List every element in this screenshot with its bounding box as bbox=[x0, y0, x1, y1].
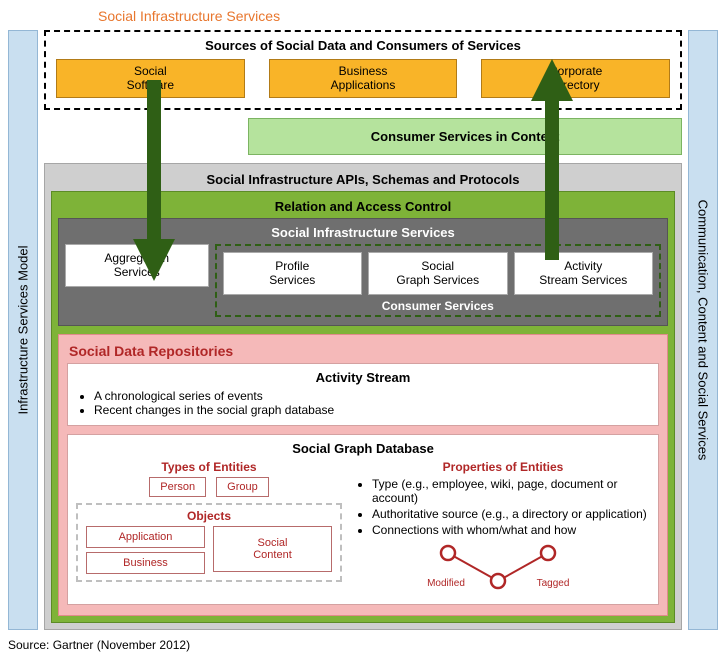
objects-grid: Application Business SocialContent bbox=[86, 526, 332, 574]
graph-label-tagged: Tagged bbox=[537, 578, 570, 589]
sgdb-title: Social Graph Database bbox=[76, 441, 650, 456]
activity-bullet: A chronological series of events bbox=[94, 389, 648, 403]
sgdb-row: Types of Entities Person Group Objects bbox=[76, 460, 650, 596]
center-column: Sources of Social Data and Consumers of … bbox=[44, 30, 682, 630]
sis-row: AggregationServices ProfileServices Soci… bbox=[65, 244, 661, 317]
connection-graph-icon: Modified Tagged bbox=[418, 541, 588, 596]
profile-services: ProfileServices bbox=[223, 252, 363, 295]
object-application: Application bbox=[86, 526, 205, 548]
activity-stream-title: Activity Stream bbox=[78, 370, 648, 385]
activity-bullet: Recent changes in the social graph datab… bbox=[94, 403, 648, 417]
sources-title: Sources of Social Data and Consumers of … bbox=[56, 38, 670, 53]
objects-col-left: Application Business bbox=[86, 526, 205, 574]
apis-box: Social Infrastructure APIs, Schemas and … bbox=[44, 163, 682, 630]
property-item: Authoritative source (e.g., a directory … bbox=[372, 507, 650, 521]
object-business: Business bbox=[86, 552, 205, 574]
consumer-services-caption: Consumer Services bbox=[223, 299, 654, 313]
graph-label-modified: Modified bbox=[427, 578, 465, 589]
apis-title: Social Infrastructure APIs, Schemas and … bbox=[51, 170, 675, 191]
footer-source: Source: Gartner (November 2012) bbox=[8, 638, 718, 652]
properties-list: Type (e.g., employee, wiki, page, docume… bbox=[372, 477, 650, 537]
object-social-content: SocialContent bbox=[213, 526, 332, 572]
property-item: Connections with whom/what and how bbox=[372, 523, 650, 537]
aggregation-services: AggregationServices bbox=[65, 244, 209, 287]
sis-box: Social Infrastructure Services Aggregati… bbox=[58, 218, 668, 326]
relation-title: Relation and Access Control bbox=[58, 198, 668, 218]
repositories-title: Social Data Repositories bbox=[67, 341, 659, 363]
right-rail-label: Communication, Content and Social Servic… bbox=[696, 199, 711, 460]
sgdb-right: Properties of Entities Type (e.g., emplo… bbox=[356, 460, 650, 596]
sources-box: Sources of Social Data and Consumers of … bbox=[44, 30, 682, 110]
objects-title: Objects bbox=[86, 509, 332, 523]
objects-wrap: Objects Application Business SocialConte… bbox=[76, 503, 342, 582]
entity-person: Person bbox=[149, 477, 206, 497]
spacer bbox=[44, 118, 248, 155]
repositories-box: Social Data Repositories Activity Stream… bbox=[58, 334, 668, 616]
types-of-entities-title: Types of Entities bbox=[76, 460, 342, 474]
source-social-software: SocialSoftware bbox=[56, 59, 245, 98]
consumer-services-row: ProfileServices SocialGraph Services Act… bbox=[223, 252, 654, 295]
sis-title: Social Infrastructure Services bbox=[65, 223, 661, 244]
objects-col-right: SocialContent bbox=[213, 526, 332, 574]
relation-box: Relation and Access Control Social Infra… bbox=[51, 191, 675, 623]
consumer-ctx-row: Consumer Services in Context bbox=[44, 118, 682, 155]
activity-stream-services: ActivityStream Services bbox=[514, 252, 654, 295]
activity-stream-box: Activity Stream A chronological series o… bbox=[67, 363, 659, 426]
source-corporate-directory: CorporateDirectory bbox=[481, 59, 670, 98]
page-heading: Social Infrastructure Services bbox=[98, 8, 718, 24]
properties-title: Properties of Entities bbox=[356, 460, 650, 474]
entity-group: Group bbox=[216, 477, 269, 497]
consumer-services-context: Consumer Services in Context bbox=[248, 118, 682, 155]
consumer-services-cell: ProfileServices SocialGraph Services Act… bbox=[215, 244, 662, 317]
left-rail-label: Infrastructure Services Model bbox=[16, 245, 31, 414]
activity-stream-bullets: A chronological series of events Recent … bbox=[94, 389, 648, 417]
social-graph-db-box: Social Graph Database Types of Entities … bbox=[67, 434, 659, 605]
social-graph-services: SocialGraph Services bbox=[368, 252, 508, 295]
left-rail: Infrastructure Services Model bbox=[8, 30, 38, 630]
sources-row: SocialSoftware BusinessApplications Corp… bbox=[56, 59, 670, 98]
right-rail: Communication, Content and Social Servic… bbox=[688, 30, 718, 630]
property-item: Type (e.g., employee, wiki, page, docume… bbox=[372, 477, 650, 505]
diagram-row: Infrastructure Services Model Sources of… bbox=[8, 30, 718, 630]
source-business-applications: BusinessApplications bbox=[269, 59, 458, 98]
sgdb-left: Types of Entities Person Group Objects bbox=[76, 460, 342, 596]
types-row: Person Group bbox=[76, 477, 342, 497]
aggregation-cell: AggregationServices bbox=[65, 244, 209, 317]
